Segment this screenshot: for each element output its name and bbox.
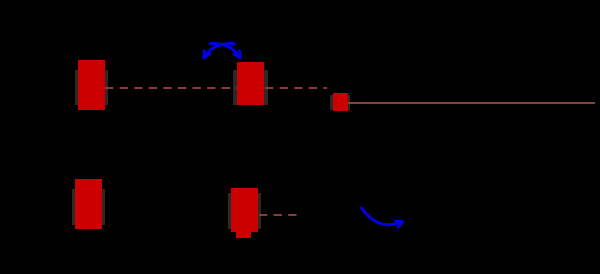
Bar (75, 70, 108, 105)
Bar (236, 223, 251, 238)
Bar (233, 70, 268, 105)
Bar (228, 193, 261, 229)
Bar (72, 189, 105, 225)
Bar (75, 179, 102, 229)
Bar (231, 190, 246, 208)
Bar (330, 95, 350, 110)
Bar (333, 93, 348, 111)
Bar (237, 62, 264, 105)
Bar (231, 188, 258, 232)
Bar (78, 60, 105, 110)
